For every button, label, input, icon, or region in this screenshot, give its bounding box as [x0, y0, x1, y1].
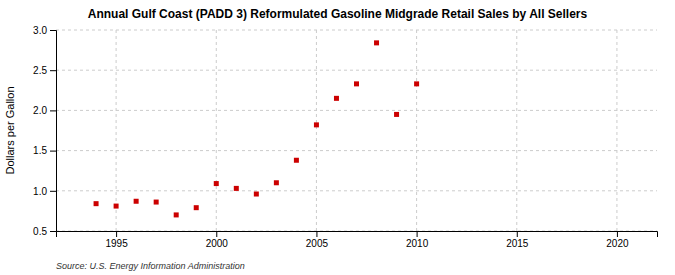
tick: 3.0	[33, 25, 56, 36]
tick-mark	[316, 231, 317, 237]
tick-mark	[50, 231, 56, 232]
point	[394, 112, 399, 117]
point	[414, 81, 419, 86]
tick: 2.0	[33, 105, 56, 116]
tick-mark	[50, 191, 56, 192]
tick: 2005	[306, 231, 329, 249]
tick-label: 2015	[506, 238, 529, 249]
axis-line	[57, 232, 658, 238]
tick-mark	[50, 151, 56, 152]
grid-line	[56, 30, 657, 31]
point	[114, 204, 119, 209]
point	[94, 201, 99, 206]
tick: 2020	[606, 231, 629, 249]
points	[94, 40, 420, 217]
grid-line	[56, 190, 657, 191]
point	[374, 40, 379, 45]
tick: 1.0	[33, 186, 56, 197]
grid-line	[116, 30, 117, 231]
tick-mark	[50, 110, 56, 111]
point	[194, 205, 199, 210]
grid-line	[56, 70, 657, 71]
tick-mark	[417, 231, 418, 237]
grid	[56, 30, 657, 231]
tick: 1995	[105, 231, 128, 249]
tick-label: 2020	[606, 238, 629, 249]
tick-label: 2005	[306, 238, 329, 249]
tick-mark	[116, 231, 117, 237]
tick-mark	[517, 231, 518, 237]
tick-mark	[50, 30, 56, 31]
grid-line	[216, 30, 217, 231]
point	[254, 192, 259, 197]
tick-mark	[50, 70, 56, 71]
tick: 0.5	[33, 226, 56, 237]
point	[354, 81, 359, 86]
tick-label: 0.5	[33, 226, 47, 237]
grid-line	[56, 110, 657, 111]
plot-area: 1995 2000 2005 2010 2015 2020 0.5 1.0 1.5 2.0 2.5 3…	[33, 25, 657, 249]
grid-line	[316, 30, 317, 231]
tick-mark	[216, 231, 217, 237]
point	[314, 122, 319, 127]
tick-label: 2010	[406, 238, 429, 249]
tick: 1.5	[33, 145, 56, 156]
tick-label: 1.5	[33, 145, 47, 156]
point	[274, 180, 279, 185]
point	[174, 212, 179, 217]
grid-line	[516, 30, 517, 231]
x-axis: 1995 2000 2005 2010 2015 2020	[57, 231, 658, 249]
tick: 2000	[206, 231, 229, 249]
tick-label: 1995	[105, 238, 128, 249]
tick-label: 3.0	[33, 25, 47, 36]
tick: 2.5	[33, 65, 56, 76]
grid-line	[416, 30, 417, 231]
tick: 2010	[406, 231, 429, 249]
tick-label: 2000	[206, 238, 229, 249]
title: Annual Gulf Coast (PADD 3) Reformulated …	[88, 7, 588, 21]
tick-mark	[617, 231, 618, 237]
grid-line	[616, 30, 617, 231]
point	[134, 199, 139, 204]
point	[334, 96, 339, 101]
axis-line	[50, 31, 57, 232]
grid-line	[56, 150, 657, 151]
tick-label: 2.5	[33, 65, 47, 76]
point	[154, 200, 159, 205]
tick-label: 2.0	[33, 105, 47, 116]
annotation: Source: U.S. Energy Information Administ…	[56, 261, 245, 271]
tick-label: 1.0	[33, 186, 47, 197]
y-axis-title: Dollars per Gallon	[4, 86, 16, 174]
y-axis: 0.5 1.0 1.5 2.0 2.5 3.0	[33, 25, 56, 237]
point	[214, 181, 219, 186]
chart: 1995 2000 2005 2010 2015 2020 0.5 1.0 1.5 2.0 2.5 3…	[0, 0, 675, 275]
tick: 2015	[506, 231, 529, 249]
point	[294, 158, 299, 163]
point	[234, 186, 239, 191]
